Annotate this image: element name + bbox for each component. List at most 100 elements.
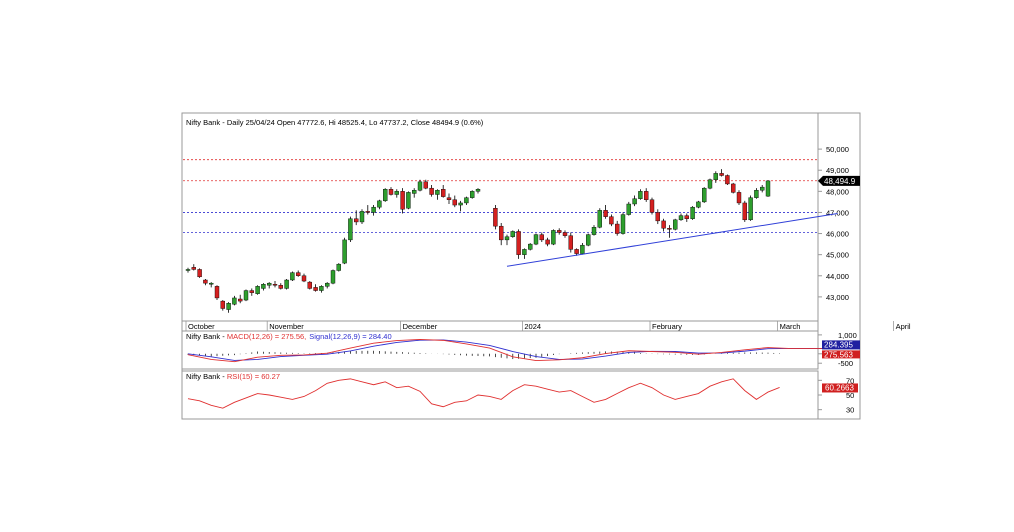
last-price-badge: 48,494.9 xyxy=(818,175,860,186)
candle-body xyxy=(522,249,527,255)
candle-body xyxy=(736,192,742,204)
x-axis-label: March xyxy=(780,322,801,331)
x-axis-label: April xyxy=(896,322,911,331)
candle-body xyxy=(185,269,191,271)
candle-body xyxy=(464,197,469,204)
candle-body xyxy=(371,206,376,213)
candle-body xyxy=(278,285,283,289)
candle-body xyxy=(354,218,359,223)
candle-body xyxy=(719,173,724,176)
price-candles xyxy=(185,169,771,313)
x-axis-label: February xyxy=(652,322,682,331)
x-axis-label: November xyxy=(269,322,304,331)
candle-body xyxy=(603,210,608,217)
candle-body xyxy=(214,286,220,299)
candle-body xyxy=(748,197,753,221)
rsi-value-badge-bg xyxy=(822,383,858,393)
candle-body xyxy=(568,235,573,250)
macd-panel xyxy=(181,330,819,370)
signal-line xyxy=(187,339,838,361)
candle-body xyxy=(713,173,718,180)
macd-title-label: MACD(12,26) = 275.56, xyxy=(227,332,306,341)
candle-body xyxy=(626,203,631,215)
candle-body xyxy=(586,234,591,246)
candle-body xyxy=(673,219,678,230)
candle-body xyxy=(557,230,562,233)
macd-title-signal: Signal(12,26,9) = 284.40 xyxy=(309,332,391,341)
candle-body xyxy=(388,189,394,195)
candle-body xyxy=(493,208,498,227)
candle-body xyxy=(574,249,579,254)
rsi-line xyxy=(187,378,780,409)
candle-body xyxy=(203,279,208,284)
last-price-badge-bg xyxy=(818,175,860,186)
candle-body xyxy=(470,191,475,198)
candle-body xyxy=(765,180,771,197)
candle-body xyxy=(731,183,736,193)
x-axis-labels: October November December 2024 February March… xyxy=(185,321,911,331)
candle-body xyxy=(232,297,237,305)
candle-body xyxy=(261,284,266,289)
x-axis-label: December xyxy=(403,322,438,331)
candle-body xyxy=(191,267,197,270)
candle-body xyxy=(208,282,214,285)
candle-body xyxy=(226,303,231,310)
candle-body xyxy=(441,189,446,197)
candle-body xyxy=(237,298,243,302)
candle-body xyxy=(638,191,643,199)
candle-body xyxy=(377,200,382,208)
macd-histogram xyxy=(187,350,780,360)
candle-body xyxy=(696,201,701,208)
candle-body xyxy=(655,212,660,222)
price-y-tick-label: 50,000 xyxy=(826,145,849,154)
candle-body xyxy=(243,290,249,301)
candle-body xyxy=(609,216,614,225)
candle-body xyxy=(597,210,602,228)
macd-value-badge: 275.563 xyxy=(824,350,853,359)
price-y-tick-label: 45,000 xyxy=(826,251,849,260)
candle-body xyxy=(446,197,452,200)
candle-body xyxy=(220,300,226,309)
candle-body xyxy=(313,287,318,291)
rsi-title-label: RSI(15) = 60.27 xyxy=(227,372,280,381)
rsi-y-tick-label: 70 xyxy=(846,376,854,385)
price-y-tick-label: 44,000 xyxy=(826,272,849,281)
candle-body xyxy=(649,199,655,213)
candle-body xyxy=(394,191,399,195)
candle-body xyxy=(632,198,637,205)
rsi-y-tick-label: 50 xyxy=(846,391,854,400)
candle-body xyxy=(516,231,521,255)
candle-body xyxy=(307,281,312,289)
macd-title-prefix: Nifty Bank - xyxy=(186,332,227,341)
candle-body xyxy=(249,290,255,293)
last-price-label: 48,494.9 xyxy=(824,177,856,186)
price-y-tick-label: 46,000 xyxy=(826,230,849,239)
candle-body xyxy=(620,214,626,234)
candle-body xyxy=(406,192,411,209)
chart-title: Nifty Bank - Daily 25/04/24 Open 47772.6… xyxy=(186,118,484,127)
candle-body xyxy=(429,187,434,195)
candle-body xyxy=(580,244,585,254)
candle-body xyxy=(296,272,301,276)
candle-body xyxy=(452,199,457,206)
candle-body xyxy=(644,191,649,200)
macd-value-badge-bg xyxy=(822,350,860,359)
candle-body xyxy=(539,234,544,241)
signal-value-badge-bg xyxy=(822,340,860,350)
candle-body xyxy=(562,232,568,236)
candle-body xyxy=(330,270,336,284)
candle-body xyxy=(383,189,388,202)
candle-body xyxy=(272,284,278,286)
macd-line xyxy=(187,338,838,363)
candle-body xyxy=(435,190,440,195)
candle-body xyxy=(591,227,597,235)
candle-body xyxy=(400,191,405,210)
candle-body xyxy=(342,239,347,264)
price-y-tick-label: 48,000 xyxy=(826,187,849,196)
candle-body xyxy=(690,206,695,219)
candle-body xyxy=(290,272,295,281)
candle-body xyxy=(528,243,533,250)
price-y-tick-label: 49,000 xyxy=(826,166,849,175)
